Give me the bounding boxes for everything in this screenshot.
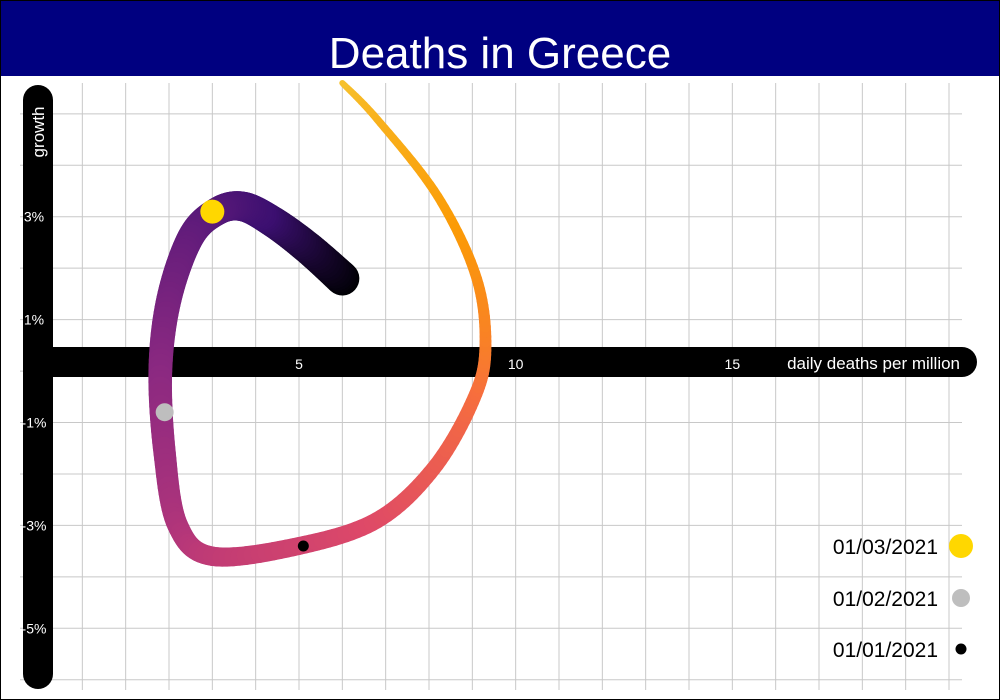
date-marker <box>155 403 174 422</box>
series-segment <box>339 79 347 88</box>
x-tick-label: 10 <box>508 356 524 372</box>
series-path <box>148 79 492 567</box>
x-tick-labels: 5 10 15 <box>295 356 740 372</box>
date-marker <box>297 540 309 552</box>
date-markers <box>155 199 309 552</box>
legend-label: 01/03/2021 <box>833 536 938 559</box>
legend: 01/03/2021 01/02/2021 01/01/2021 <box>833 534 973 662</box>
title-bar <box>1 1 999 76</box>
y-tick-labels: 3% 1% -1% -3% -5% <box>22 209 47 637</box>
x-tick-label: 5 <box>295 356 303 372</box>
legend-label: 01/02/2021 <box>833 588 938 611</box>
legend-swatch <box>949 534 973 558</box>
x-axis-title: daily deaths per million <box>787 354 960 373</box>
y-axis-title: growth <box>29 106 48 157</box>
chart-title: Deaths in Greece <box>329 29 671 78</box>
x-tick-label: 15 <box>725 356 741 372</box>
legend-swatch <box>955 643 967 655</box>
y-tick-label: 1% <box>24 312 44 328</box>
date-marker <box>200 199 225 224</box>
y-tick-label: -1% <box>22 415 47 431</box>
legend-label: 01/01/2021 <box>833 639 938 662</box>
y-tick-label: 3% <box>24 209 44 225</box>
legend-swatch <box>952 589 970 607</box>
y-tick-label: -3% <box>22 517 47 533</box>
y-tick-label: -5% <box>22 620 47 636</box>
